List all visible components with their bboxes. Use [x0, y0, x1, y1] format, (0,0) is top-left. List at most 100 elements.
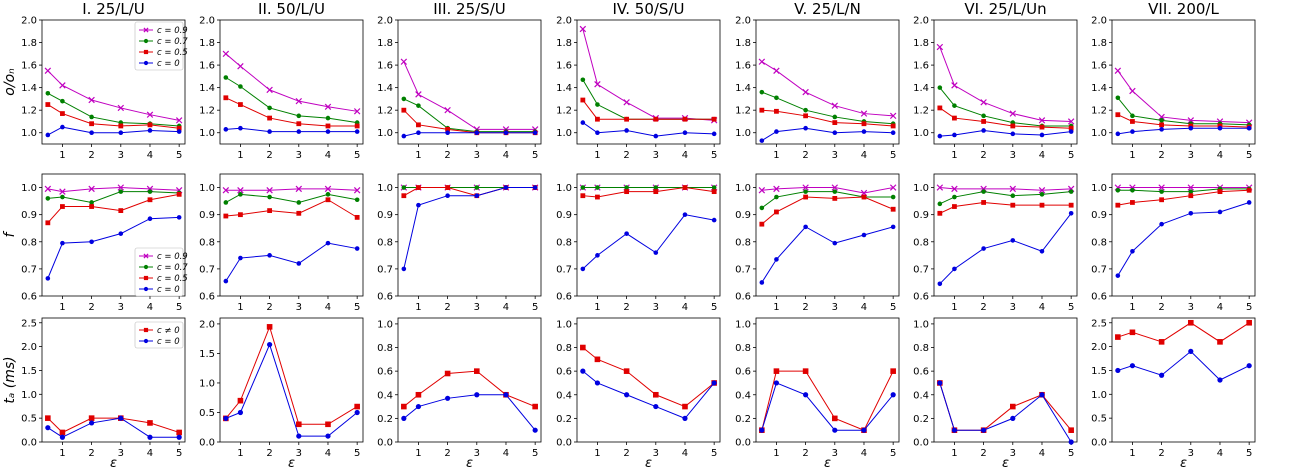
series-1: [400, 58, 539, 133]
y-tick-label: 0.0: [1091, 438, 1107, 449]
data-point: [1114, 67, 1122, 74]
y-tick-label: 0.8: [199, 237, 215, 248]
data-point: [981, 119, 987, 124]
y-tick-label: 0.2: [556, 414, 572, 425]
series-line: [225, 53, 358, 112]
axes-frame: [576, 19, 721, 145]
y-tick-label: 1.6: [735, 61, 751, 72]
axes-frame: [397, 19, 542, 145]
data-point: [803, 194, 809, 200]
x-tick-label: 3: [1010, 150, 1016, 161]
data-point: [415, 391, 422, 398]
data-point: [580, 344, 586, 351]
x-tick-label: 1: [594, 448, 600, 459]
data-point: [45, 425, 51, 431]
axes-frame: [219, 317, 364, 443]
data-point: [861, 232, 867, 238]
legend-box: [134, 21, 184, 71]
data-point: [445, 185, 451, 190]
x-axis-label: ε: [288, 456, 295, 471]
data-point: [473, 368, 480, 374]
data-point: [401, 415, 407, 421]
series-line: [225, 127, 358, 133]
data-point: [296, 121, 302, 127]
y-tick-label: 1.8: [556, 38, 572, 49]
x-tick-label: 4: [1039, 150, 1045, 161]
data-point: [45, 196, 51, 201]
data-point: [937, 133, 943, 139]
column-title: III. 25/S/U: [433, 0, 506, 18]
data-point: [981, 246, 986, 251]
data-point: [1115, 367, 1121, 374]
data-point: [237, 397, 244, 404]
series-2: [45, 415, 182, 440]
x-tick-label: 2: [623, 448, 629, 459]
subplot-IV-o: 1.0 1.2 1.4 1.6 1.8 2.0 1 2 3 4 5: [556, 16, 721, 161]
y-tick-label: 1.4: [556, 83, 572, 94]
data-point: [416, 122, 421, 128]
data-point: [759, 138, 765, 143]
x-tick-label: 3: [832, 150, 838, 161]
data-point: [45, 276, 51, 281]
y-tick-label: 1.6: [913, 61, 929, 72]
x-tick-label: 5: [711, 302, 717, 313]
data-point: [1039, 132, 1045, 138]
legend-label: c = 0.7: [157, 263, 188, 273]
data-point: [624, 185, 629, 190]
data-point: [296, 113, 302, 119]
y-tick-label: 0.0: [556, 438, 572, 449]
data-point: [952, 266, 957, 272]
data-point: [1115, 112, 1121, 118]
series-4: [401, 185, 538, 272]
data-point: [861, 427, 867, 433]
axes-frame: [755, 19, 900, 145]
x-tick-label: 4: [682, 448, 688, 459]
axes-frame: [41, 173, 186, 297]
y-tick-label: 0.9: [735, 210, 751, 221]
data-point: [580, 185, 586, 190]
data-point: [952, 204, 957, 209]
y-tick-label: 1.0: [377, 183, 393, 194]
data-point: [1246, 200, 1252, 205]
data-point: [1009, 403, 1016, 410]
x-tick-label: 5: [890, 448, 896, 459]
legend-label: c = 0.5: [157, 274, 188, 284]
y-tick-label: 0.8: [1091, 237, 1107, 248]
y-tick-label: 0.9: [913, 210, 929, 221]
data-point: [1129, 329, 1136, 336]
y-tick-label: 0.7: [735, 264, 751, 275]
data-point: [711, 217, 717, 223]
x-tick-label: 4: [503, 302, 509, 313]
x-tick-label: 2: [980, 448, 986, 459]
series-3: [759, 107, 896, 129]
axes-frame: [1111, 173, 1256, 297]
data-point: [890, 123, 896, 129]
data-point: [803, 392, 809, 398]
axes-frame: [1111, 317, 1256, 443]
x-tick-label: 5: [890, 302, 896, 313]
data-point: [400, 58, 408, 65]
y-tick-label: 0.8: [556, 237, 572, 248]
data-point: [711, 380, 717, 386]
data-point: [579, 25, 587, 33]
data-point: [623, 99, 630, 106]
subplot-VII-t: 0.0 0.5 1.0 1.5 2.0 2.5 1 2 3 4 5 ε: [1091, 317, 1256, 471]
series-line: [225, 242, 358, 282]
data-point: [532, 427, 538, 433]
series-line: [47, 417, 180, 438]
data-point: [952, 194, 957, 200]
y-tick-label: 1.0: [735, 128, 751, 139]
data-point: [595, 185, 600, 190]
y-tick-label: 1.6: [556, 61, 572, 72]
data-point: [831, 184, 839, 191]
data-point: [1217, 125, 1223, 131]
y-tick-label: 0.6: [735, 367, 751, 378]
axes-frame: [755, 173, 900, 297]
x-tick-label: 4: [861, 448, 867, 459]
series-1: [1115, 319, 1252, 345]
data-point: [774, 95, 779, 101]
data-point: [503, 130, 509, 136]
data-point: [580, 368, 586, 374]
y-tick-label: 0.6: [556, 292, 572, 303]
data-point: [1039, 202, 1045, 208]
